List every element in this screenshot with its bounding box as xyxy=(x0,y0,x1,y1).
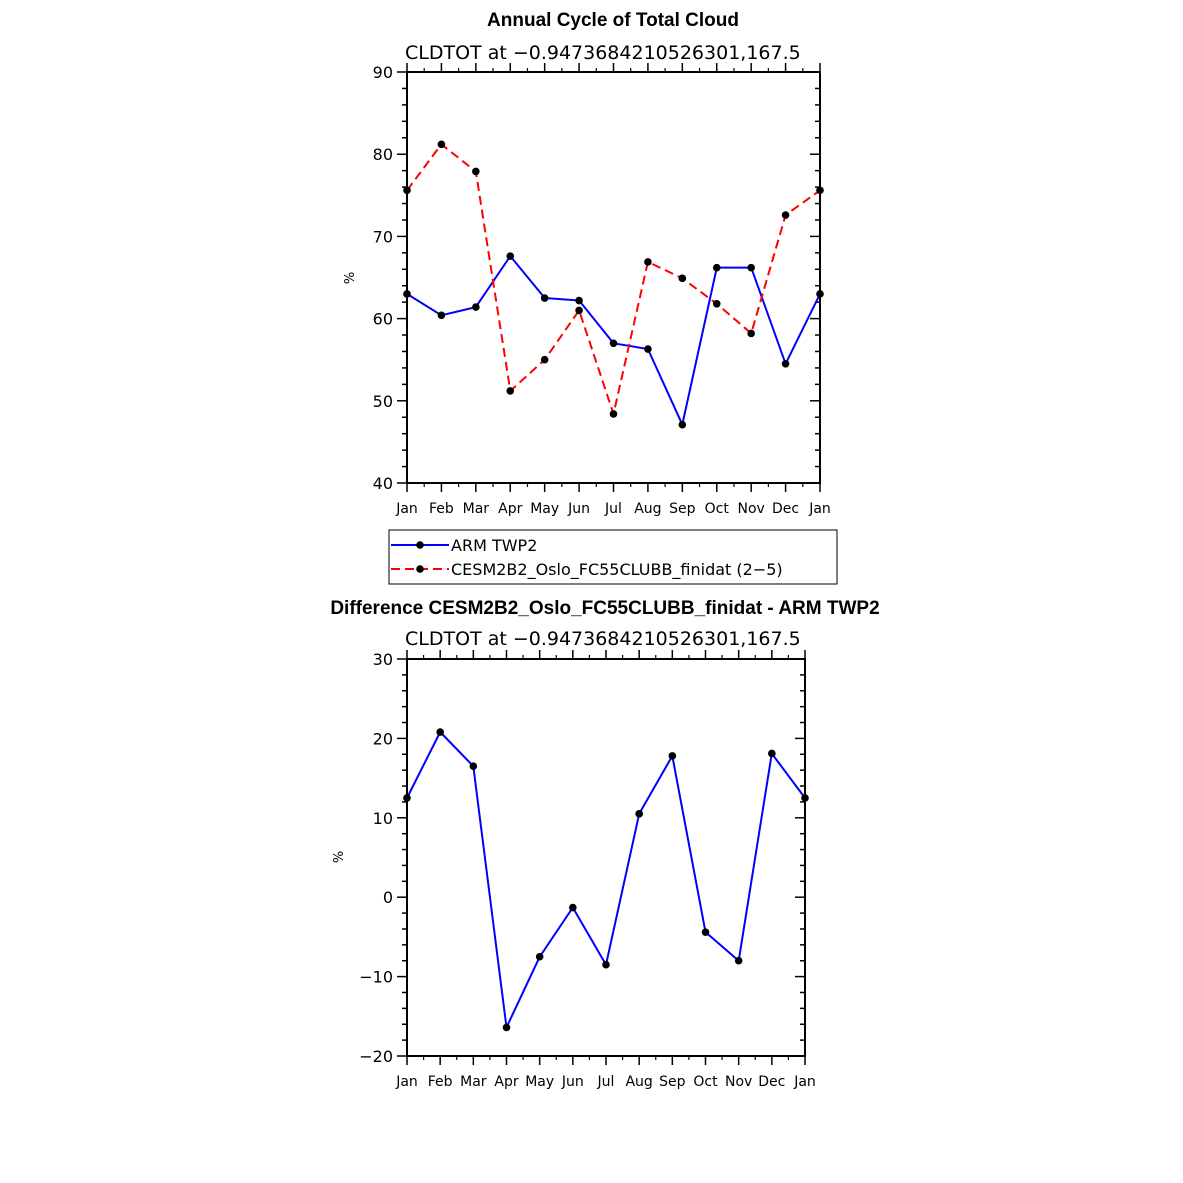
chart1-xtick-label: Dec xyxy=(772,501,799,517)
legend-label-model: CESM2B2_Oslo_FC55CLUBB_finidat (2−5) xyxy=(451,560,783,580)
chart1-series-0-point xyxy=(575,296,583,305)
chart2-xtick-label: Apr xyxy=(494,1074,518,1090)
chart1-series-1-point xyxy=(644,258,652,266)
chart2-series-0-point xyxy=(602,960,610,969)
chart2-series-0-point xyxy=(469,762,478,770)
chart1-xtick-label: Oct xyxy=(705,501,730,517)
chart2-series-0-point xyxy=(502,1023,511,1032)
chart1-series-1-point xyxy=(575,306,583,315)
chart2-xtick-label: Nov xyxy=(725,1074,752,1090)
chart2-series-0-point xyxy=(403,794,411,802)
chart1-ytick-label: 50 xyxy=(373,392,393,411)
chart1-series-0-point xyxy=(781,360,790,368)
chart2-ylabel: % xyxy=(332,851,347,863)
legend-marker-model xyxy=(416,565,424,573)
chart1-series-0-point xyxy=(816,290,824,298)
chart2-series-0-point xyxy=(801,794,809,802)
chart1-xtick-label: Apr xyxy=(498,501,522,517)
chart1-ylabel: % xyxy=(343,272,358,284)
chart1-series-1-point xyxy=(540,355,549,364)
chart1-series-1-point xyxy=(437,140,446,149)
chart1-title: Annual Cycle of Total Cloud xyxy=(487,10,739,31)
chart1-xtick-label: Feb xyxy=(429,501,454,517)
chart2-xtick-label: Aug xyxy=(625,1074,652,1090)
chart2-xtick-label: Mar xyxy=(460,1074,487,1090)
chart1-ytick-label: 90 xyxy=(373,63,393,82)
chart1-series-1-point xyxy=(472,167,480,176)
chart2-ytick-label: 30 xyxy=(373,650,393,669)
chart1-series-0-point xyxy=(437,311,446,320)
chart1-ytick-label: 70 xyxy=(373,227,393,246)
chart1-xtick-label: Jun xyxy=(567,501,590,517)
chart1-series-0-point xyxy=(403,290,411,298)
chart2-xtick-label: Jul xyxy=(597,1074,615,1090)
chart1-xtick-label: Nov xyxy=(738,501,765,517)
chart2-series-0-point xyxy=(768,749,776,758)
chart2-title: Difference CESM2B2_Oslo_FC55CLUBB_finida… xyxy=(330,598,879,619)
chart1-series-0-point xyxy=(506,252,515,260)
chart1-xtick-label: Aug xyxy=(634,501,661,517)
chart2-series-0-point xyxy=(535,952,544,961)
chart2-xtick-label: Oct xyxy=(693,1074,718,1090)
chart1-series-0-point xyxy=(747,263,755,272)
chart1-series-1-point xyxy=(712,300,721,308)
chart1-xtick-label: Jul xyxy=(604,501,622,517)
chart1-series-0-point xyxy=(712,263,721,272)
chart1-subtitle: CLDTOT at −0.9473684210526301,167.5 xyxy=(405,42,801,64)
chart1-series-1-point xyxy=(747,329,755,338)
chart2-xtick-label: Jan xyxy=(395,1074,418,1090)
chart1-series-0-point xyxy=(609,339,618,348)
chart1-series-0-point xyxy=(472,303,480,311)
chart1-xtick-label: Mar xyxy=(463,501,490,517)
chart2-ytick-label: 10 xyxy=(373,809,393,828)
chart1-series-1-point xyxy=(816,186,824,195)
legend-marker-arm xyxy=(416,541,424,549)
chart1-series-1-point xyxy=(609,410,618,418)
chart2-ytick-label: −20 xyxy=(359,1047,393,1066)
chart2-series-0-point xyxy=(701,928,710,936)
chart2-xtick-label: May xyxy=(525,1074,554,1090)
chart1-xtick-label: May xyxy=(530,501,559,517)
chart1-xtick-label: Jan xyxy=(808,501,831,517)
chart1-series-1-point xyxy=(403,186,411,195)
chart2-xtick-label: Sep xyxy=(659,1074,686,1090)
chart2-xtick-label: Jan xyxy=(793,1074,816,1090)
chart1-series-0-point xyxy=(540,294,549,302)
chart1-ytick-label: 60 xyxy=(373,310,393,329)
chart1-ytick-label: 80 xyxy=(373,145,393,164)
chart1-plot: 40 50 60 70 80 90 Jan Feb Mar Apr May Jun Jul Aug Sep O… xyxy=(373,63,831,517)
chart2-series-0-point xyxy=(668,752,677,760)
legend-label-arm: ARM TWP2 xyxy=(451,536,537,555)
chart2-xtick-label: Dec xyxy=(758,1074,785,1090)
chart2-subtitle: CLDTOT at −0.9473684210526301,167.5 xyxy=(405,628,801,650)
legend: ARM TWP2 CESM2B2_Oslo_FC55CLUBB_finidat … xyxy=(388,529,838,585)
chart2-ytick-label: −10 xyxy=(359,968,393,987)
chart1-series-1-point xyxy=(678,274,687,283)
chart2-ytick-label: 20 xyxy=(373,729,393,748)
chart2-series-0-point xyxy=(734,956,743,965)
chart1-series-0-point xyxy=(644,345,652,353)
chart1-xtick-label: Jan xyxy=(395,501,418,517)
chart2-series-0-point xyxy=(635,810,643,818)
chart2-series-0-point xyxy=(569,903,577,912)
chart1-series-1-point xyxy=(506,387,515,395)
chart1-series-1-point xyxy=(781,211,790,219)
chart2-xtick-label: Jun xyxy=(561,1074,584,1090)
chart2-ytick-label: 0 xyxy=(383,888,393,907)
chart1-xtick-label: Sep xyxy=(669,501,696,517)
chart2-xtick-label: Feb xyxy=(428,1074,453,1090)
chart2-series-0-point xyxy=(436,728,444,736)
chart1-series-0-point xyxy=(678,420,687,429)
chart1-ytick-label: 40 xyxy=(373,474,393,493)
chart2-plot: −20 −10 0 10 20 30 Jan Feb Mar Apr May Jun Jul Aug Sep… xyxy=(359,650,816,1090)
